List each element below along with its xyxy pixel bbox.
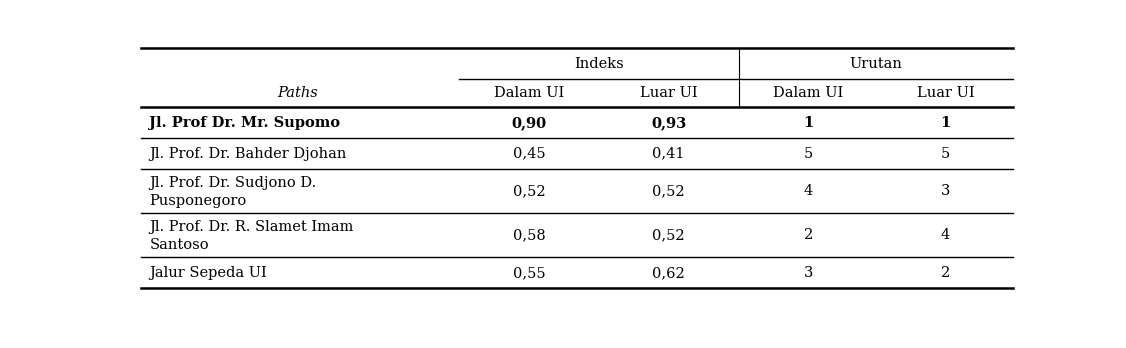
Text: Jl. Prof. Dr. R. Slamet Imam
Santoso: Jl. Prof. Dr. R. Slamet Imam Santoso xyxy=(150,220,354,252)
Text: Dalam UI: Dalam UI xyxy=(774,86,843,100)
Text: 1: 1 xyxy=(940,116,950,130)
Text: 0,52: 0,52 xyxy=(652,184,685,198)
Text: 0,58: 0,58 xyxy=(512,228,545,242)
Text: 0,41: 0,41 xyxy=(652,147,685,161)
Text: 0,55: 0,55 xyxy=(512,266,545,280)
Text: Luar UI: Luar UI xyxy=(917,86,974,100)
Text: Jl. Prof. Dr. Sudjono D.
Pusponegoro: Jl. Prof. Dr. Sudjono D. Pusponegoro xyxy=(150,176,316,208)
Text: Urutan: Urutan xyxy=(849,57,902,71)
Text: Dalam UI: Dalam UI xyxy=(494,86,564,100)
Text: Jalur Sepeda UI: Jalur Sepeda UI xyxy=(150,266,267,280)
Text: Indeks: Indeks xyxy=(574,57,624,71)
Text: 3: 3 xyxy=(940,184,950,198)
Text: 4: 4 xyxy=(940,228,950,242)
Text: 5: 5 xyxy=(940,147,950,161)
Text: 0,62: 0,62 xyxy=(652,266,685,280)
Text: 4: 4 xyxy=(804,184,813,198)
Text: 0,52: 0,52 xyxy=(512,184,545,198)
Text: 0,52: 0,52 xyxy=(652,228,685,242)
Text: 0,90: 0,90 xyxy=(511,116,546,130)
Text: Jl. Prof Dr. Mr. Supomo: Jl. Prof Dr. Mr. Supomo xyxy=(150,116,340,130)
Text: 0,45: 0,45 xyxy=(512,147,545,161)
Text: Jl. Prof. Dr. Bahder Djohan: Jl. Prof. Dr. Bahder Djohan xyxy=(150,147,347,161)
Text: 1: 1 xyxy=(803,116,813,130)
Text: 0,93: 0,93 xyxy=(651,116,687,130)
Text: 3: 3 xyxy=(804,266,813,280)
Text: 5: 5 xyxy=(804,147,813,161)
Text: Luar UI: Luar UI xyxy=(640,86,697,100)
Text: 2: 2 xyxy=(940,266,950,280)
Text: Paths: Paths xyxy=(277,86,319,100)
Text: 2: 2 xyxy=(804,228,813,242)
